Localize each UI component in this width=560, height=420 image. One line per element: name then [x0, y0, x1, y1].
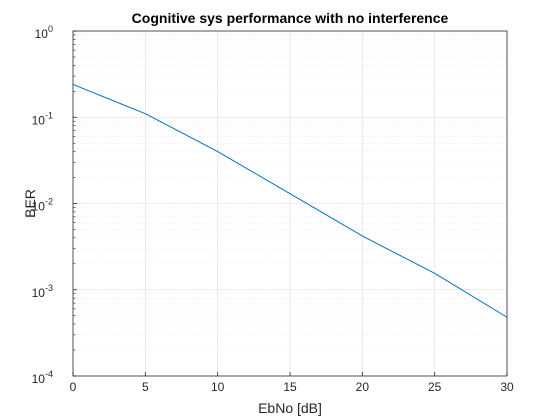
y-tick-exponent: -2 [45, 197, 53, 207]
series-layer [72, 83, 508, 318]
y-tick-label: 10-1 [32, 110, 53, 127]
y-tick-base: 10 [32, 286, 46, 300]
y-tick-label: 10-2 [32, 197, 53, 214]
grid [73, 31, 507, 376]
y-tick-base: 10 [32, 200, 46, 214]
series-line [72, 83, 508, 318]
x-tick-label: 0 [70, 380, 77, 394]
y-tick-exponent: 0 [48, 24, 53, 34]
chart-title: Cognitive sys performance with no interf… [132, 10, 449, 26]
y-tick-exponent: -4 [45, 369, 53, 379]
y-tick-base: 10 [35, 27, 49, 41]
x-tick-label: 25 [428, 380, 442, 394]
y-tick-label: 10-3 [32, 283, 53, 300]
y-tick-label: 10-4 [32, 369, 53, 386]
x-tick-label: 15 [283, 380, 297, 394]
x-tick-label: 30 [500, 380, 514, 394]
y-tick-base: 10 [32, 113, 46, 127]
y-tick-base: 10 [32, 372, 46, 386]
x-tick-label: 5 [142, 380, 149, 394]
x-axis-label: EbNo [dB] [258, 400, 322, 416]
x-tick-label: 10 [211, 380, 225, 394]
y-tick-label: 100 [35, 24, 53, 41]
y-axis-label: BER [22, 189, 38, 218]
y-tick-exponent: -3 [45, 283, 53, 293]
x-tick-label: 20 [356, 380, 370, 394]
y-tick-exponent: -1 [45, 110, 53, 120]
